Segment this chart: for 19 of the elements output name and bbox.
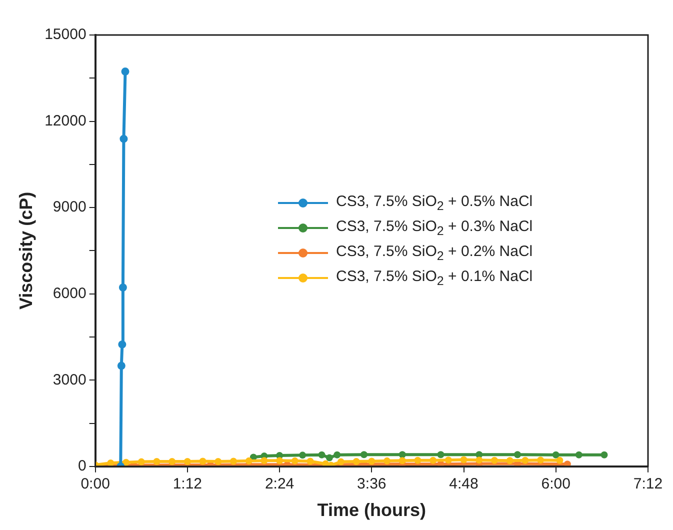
legend-label: CS3, 7.5% SiO$_{2}$ + 0.5% NaCl xyxy=(336,193,533,214)
x-tick-label: 1:12 xyxy=(172,476,202,493)
x-tick-label: 4:48 xyxy=(449,476,478,493)
y-tick-label: 0 xyxy=(78,458,86,475)
y-tick-label: 6000 xyxy=(52,284,86,302)
x-tick-label: 7:12 xyxy=(633,476,663,493)
y-tick-label: 12000 xyxy=(44,112,86,130)
x-axis-title: Time (hours) xyxy=(317,500,426,520)
y-axis-title: Viscosity (cP) xyxy=(16,192,36,310)
x-tick-label: 6:00 xyxy=(541,476,570,493)
y-tick-label: 3000 xyxy=(52,371,86,388)
y-tick-label: 15000 xyxy=(44,26,86,44)
x-tick-label: 3:36 xyxy=(357,476,386,493)
legend-label: CS3, 7.5% SiO$_{2}$ + 0.3% NaCl xyxy=(336,218,533,238)
y-tick-label: 9000 xyxy=(52,198,86,216)
legend-label: CS3, 7.5% SiO$_{2}$ + 0.1% NaCl xyxy=(336,268,533,288)
x-tick-label: 2:24 xyxy=(264,476,294,493)
x-tick-label: 0:00 xyxy=(80,476,110,493)
legend-label: CS3, 7.5% SiO$_{2}$ + 0.2% NaCl xyxy=(336,243,533,264)
